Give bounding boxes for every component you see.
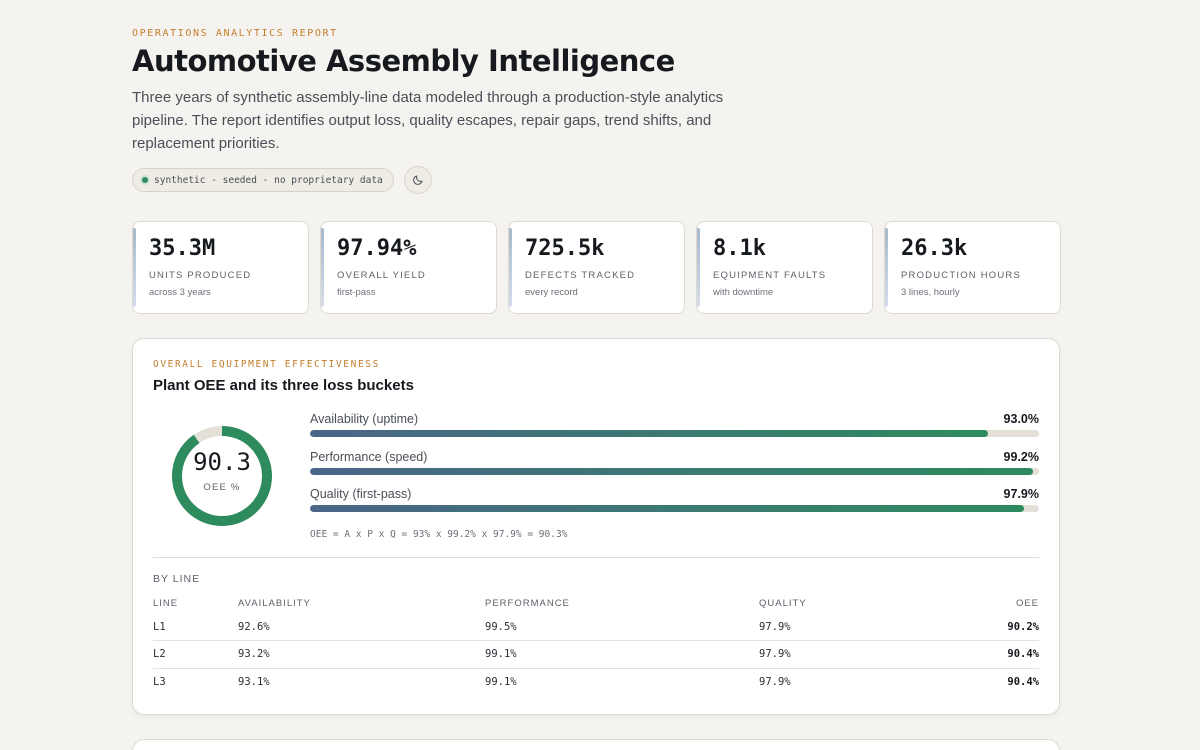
table-row: L1 92.6% 99.5% 97.9% 90.2% (153, 613, 1039, 641)
column-header-oee: OEE (1015, 597, 1039, 609)
table-cell: 93.1% (238, 676, 270, 688)
bar-value: 97.9% (1003, 487, 1039, 501)
kpi-value: 8.1k (713, 236, 766, 261)
kpi-value: 725.5k (525, 236, 605, 261)
kpi-card-units-produced: 35.3M UNITS PRODUCED across 3 years (132, 221, 309, 314)
kpi-sub: with downtime (713, 287, 774, 298)
kpi-sub: across 3 years (149, 287, 211, 298)
kpi-sub: first-pass (337, 287, 376, 298)
oee-value: 90.3 (193, 448, 251, 476)
kpi-card-defects-tracked: 725.5k DEFECTS TRACKED every record (508, 221, 685, 314)
bar-value: 99.2% (1003, 449, 1039, 464)
table-cell: 97.9% (759, 613, 939, 641)
bar-label: Availability (uptime) (310, 412, 419, 426)
kpi-value: 97.94% (337, 236, 417, 261)
table-cell: 97.9% (759, 676, 791, 688)
kpi-value: 26.3k (901, 236, 968, 261)
table-cell: 90.4% (1007, 676, 1039, 688)
oee-title: Plant OEE and its three loss buckets (153, 377, 414, 394)
performance-bar: Performance (speed) 99.2% (310, 450, 1039, 488)
section-divider (153, 557, 1039, 558)
kpi-sub: 3 lines, hourly (901, 287, 960, 298)
bar-fill (310, 467, 1034, 475)
table-cell: 90.2% (939, 613, 1039, 641)
by-line-table: LINE AVAILABILITY PERFORMANCE QUALITY OE… (153, 593, 1039, 696)
table-cell: L3 (153, 676, 166, 688)
table-row: L2 93.2% 99.1% 97.9% 90.4% (153, 640, 1039, 669)
table-cell: 92.6% (238, 613, 485, 641)
table-cell: 99.1% (485, 640, 759, 669)
kpi-label: DEFECTS TRACKED (525, 270, 636, 281)
table-cell: 99.1% (485, 676, 517, 688)
bar-fill (310, 430, 988, 437)
table-cell: L1 (153, 613, 238, 641)
kpi-card-equipment-faults: 8.1k EQUIPMENT FAULTS with downtime (696, 221, 873, 314)
oee-value-label: OEE % (203, 482, 241, 493)
table-cell: 93.2% (238, 640, 485, 669)
oee-eyebrow: OVERALL EQUIPMENT EFFECTIVENESS (153, 359, 380, 370)
column-header-performance: PERFORMANCE (485, 597, 570, 609)
table-cell: 97.9% (759, 640, 939, 669)
bar-fill (310, 505, 1024, 512)
bar-track (310, 467, 1039, 475)
kpi-label: PRODUCTION HOURS (901, 270, 1022, 281)
column-header-line: LINE (153, 597, 179, 609)
next-section-card (132, 739, 1060, 750)
kpi-card-production-hours: 26.3k PRODUCTION HOURS 3 lines, hourly (884, 221, 1061, 314)
column-header-quality: QUALITY (759, 597, 807, 609)
bar-label: Quality (first-pass) (310, 487, 412, 501)
kpi-sub: every record (525, 287, 578, 298)
kpi-card-overall-yield: 97.94% OVERALL YIELD first-pass (320, 221, 497, 314)
table-header-row: LINE AVAILABILITY PERFORMANCE QUALITY OE… (153, 593, 1039, 613)
kpi-label: EQUIPMENT FAULTS (713, 270, 827, 281)
table-cell: 90.4% (939, 640, 1039, 669)
by-line-label: BY LINE (153, 573, 201, 585)
kpi-label: OVERALL YIELD (337, 270, 426, 281)
bar-label: Performance (speed) (310, 449, 428, 464)
table-row: L3 93.1% 99.1% 97.9% 90.4% (153, 668, 1039, 696)
page-subtitle: Three years of synthetic assembly-line d… (132, 89, 724, 152)
oee-donut (172, 426, 272, 526)
quality-bar: Quality (first-pass) 97.9% (310, 487, 1039, 525)
kpi-row: 35.3M UNITS PRODUCED across 3 years 97.9… (132, 221, 1061, 314)
bar-track (310, 505, 1039, 512)
moon-icon (412, 175, 423, 185)
column-header-availability: AVAILABILITY (238, 597, 311, 609)
availability-bar: Availability (uptime) 93.0% (310, 412, 1039, 450)
data-source-badge-label: synthetic - seeded - no proprietary data (154, 174, 383, 186)
data-source-badge: synthetic - seeded - no proprietary data (132, 168, 394, 192)
kpi-value: 35.3M (149, 236, 216, 261)
loss-bucket-bars: Availability (uptime) 93.0% Performance … (310, 412, 1039, 525)
badge-row: synthetic - seeded - no proprietary data (132, 166, 432, 194)
page-title: Automotive Assembly Intelligence (132, 44, 675, 78)
table-cell: L2 (153, 640, 238, 669)
bar-value: 93.0% (1003, 412, 1039, 426)
oee-card: OVERALL EQUIPMENT EFFECTIVENESS Plant OE… (132, 338, 1060, 715)
bar-track (310, 430, 1039, 437)
oee-formula: OEE = A x P x Q = 93% x 99.2% x 97.9% = … (310, 529, 568, 540)
kpi-label: UNITS PRODUCED (149, 270, 252, 281)
report-eyebrow: OPERATIONS ANALYTICS REPORT (132, 28, 338, 39)
status-dot-icon (142, 177, 148, 183)
table-cell: 99.5% (485, 613, 759, 641)
theme-toggle-button[interactable] (403, 166, 432, 194)
oee-donut-arc (172, 426, 272, 526)
